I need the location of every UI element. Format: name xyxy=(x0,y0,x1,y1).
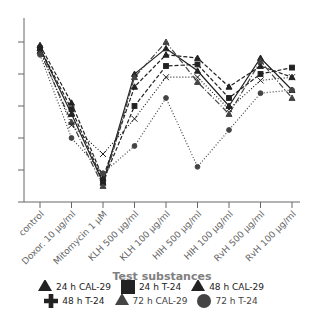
html-text:24 h CAL-29: 24 h CAL-29 xyxy=(56,281,111,292)
svg-text:KLH 500 μg/ml: KLH 500 μg/ml xyxy=(86,208,141,263)
svg-text:HIH 100 μg/ml: HIH 100 μg/ml xyxy=(182,208,235,262)
html-text:72 h T-24: 72 h T-24 xyxy=(215,295,258,306)
svg-text:HIH 500 μg/ml: HIH 500 μg/ml xyxy=(150,208,204,262)
svg-text:RvH 100 μg/ml: RvH 100 μg/ml xyxy=(243,209,297,263)
html-text:24 h T-24: 24 h T-24 xyxy=(138,281,182,292)
html-text:48 h CAL-29: 48 h CAL-29 xyxy=(209,281,264,292)
svg-text:control: control xyxy=(17,209,46,238)
svg-text:Test substances: Test substances xyxy=(113,270,212,283)
svg-text:RvH 500 μg/ml: RvH 500 μg/ml xyxy=(212,208,267,264)
svg-text:KLH 100 μg/ml: KLH 100 μg/ml xyxy=(118,208,172,263)
html-text:72 h CAL-29: 72 h CAL-29 xyxy=(132,295,188,306)
svg-text:Doxor. 10 μg/ml: Doxor. 10 μg/ml xyxy=(20,209,78,267)
html-text:48 h T-24: 48 h T-24 xyxy=(62,295,105,306)
svg-text:Mitomycin 1 μM: Mitomycin 1 μM xyxy=(51,209,109,267)
